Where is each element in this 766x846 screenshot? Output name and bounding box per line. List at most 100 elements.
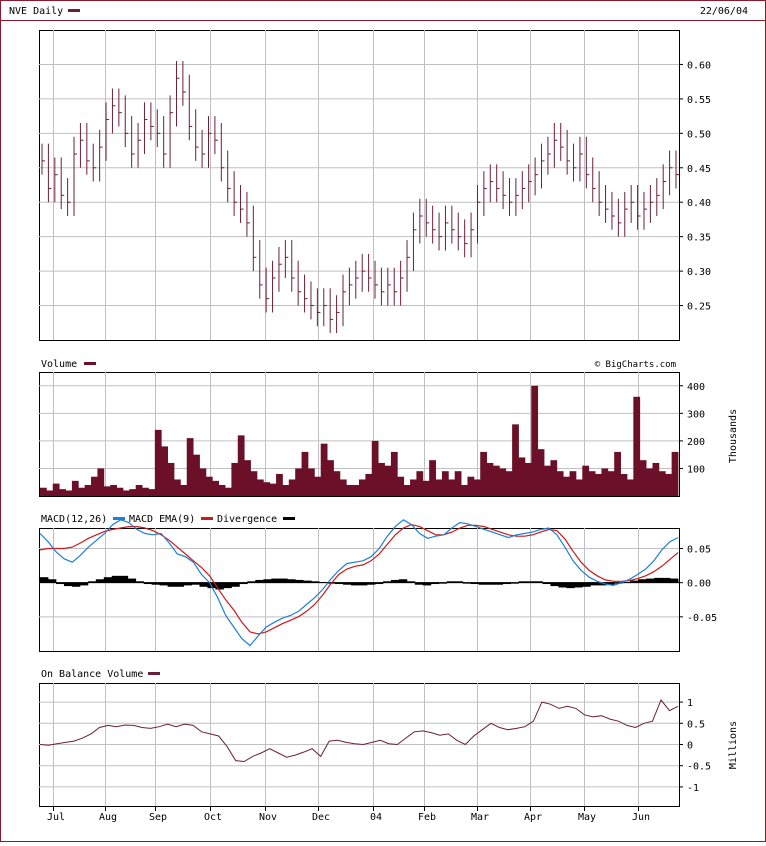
divergence-bar-41: [366, 582, 376, 585]
divergence-bar-46: [406, 581, 416, 583]
divergence-bar-23: [223, 582, 232, 589]
volume-bar-44: [320, 443, 328, 496]
chart-title: NVE Daily: [9, 6, 63, 17]
divergence-bar-24: [231, 582, 240, 587]
volume-bar-9: [97, 468, 105, 496]
x-tick-label-10: May: [578, 812, 596, 823]
volume-bar-75: [518, 457, 526, 496]
price-ytick-label-1: 0.55: [687, 95, 711, 106]
macd-legend-swatch: [113, 517, 125, 520]
volume-bar-69: [480, 451, 487, 496]
volume-bar-33: [250, 471, 258, 496]
volume-bar-19: [161, 446, 168, 496]
divergence-bar-4: [71, 582, 81, 587]
volume-bar-91: [620, 473, 628, 496]
volume-title: Volume: [41, 359, 77, 370]
divergence-bar-13: [143, 582, 153, 585]
volume-ytick-label-2: 200: [687, 437, 705, 448]
divergence-bar-16: [167, 582, 176, 587]
divergence-bar-75: [638, 579, 647, 583]
volume-bar-0: [40, 487, 47, 496]
volume-bar-63: [441, 471, 449, 496]
volume-bar-51: [365, 473, 373, 496]
divergence-bar-62: [534, 581, 543, 583]
divergence-bar-55: [478, 582, 487, 585]
volume-bar-4: [65, 490, 73, 496]
macd-ytick-label-2: -0.05: [687, 613, 717, 624]
volume-bar-73: [505, 471, 513, 496]
volume-bar-56: [397, 476, 405, 496]
price-ytick-label-0: 0.60: [687, 60, 711, 71]
volume-bar-3: [59, 489, 66, 496]
volume-bar-72: [499, 468, 507, 496]
divergence-bar-27: [255, 579, 264, 583]
volume-bar-28: [218, 484, 226, 496]
divergence-legend-swatch: [283, 517, 295, 520]
price-ytick-label-6: 0.30: [687, 267, 711, 278]
volume-bar-17: [148, 489, 156, 496]
divergence-bar-54: [470, 582, 480, 585]
volume-bar-62: [435, 479, 443, 496]
macd-title: MACD(12,26): [41, 514, 107, 525]
volume-bar-40: [295, 468, 302, 496]
volume-bar-15: [135, 484, 143, 496]
x-tick-label-9: Apr: [524, 812, 542, 823]
obv-panel: On Balance Volume Millions 1 0.5 0 -0.5 -1: [39, 669, 739, 807]
macd-plot: 0.05 0.00 -0.05: [39, 519, 717, 652]
divergence-bar-26: [247, 581, 256, 583]
volume-bar-52: [371, 440, 379, 496]
volume-bar-29: [225, 487, 232, 496]
title-legend-swatch: [68, 9, 80, 12]
obv-ytick-label-0: 1: [687, 698, 693, 709]
volume-bar-22: [180, 484, 188, 496]
divergence-bar-48: [422, 582, 432, 586]
divergence-bar-34: [311, 581, 320, 583]
volume-ytick-label-0: 400: [687, 382, 705, 393]
volume-bar-30: [231, 462, 239, 496]
divergence-bar-47: [414, 582, 424, 585]
price-panel: 0.60 0.55 0.50 0.45 0.40 0.35 0.30 0.25: [39, 30, 711, 341]
divergence-bar-32: [295, 579, 304, 583]
divergence-bar-67: [574, 582, 583, 588]
volume-bar-12: [116, 487, 124, 496]
volume-bar-90: [614, 451, 621, 496]
divergence-bar-64: [550, 582, 559, 587]
volume-bar-82: [563, 476, 570, 496]
volume-bar-18: [154, 429, 162, 496]
x-tick-label-11: Jun: [632, 812, 650, 823]
divergence-bar-74: [630, 580, 639, 583]
macd-line: [39, 519, 679, 647]
volume-bar-97: [658, 471, 666, 496]
volume-plot: 400 300 200 100: [39, 372, 705, 497]
divergence-bar-5: [79, 582, 89, 586]
x-tick-label-5: Dec: [312, 812, 330, 823]
volume-bar-79: [544, 465, 551, 496]
x-tick-label-3: Oct: [204, 812, 222, 823]
divergence-bar-51: [446, 581, 456, 583]
volume-bar-35: [263, 482, 271, 496]
volume-bar-24: [193, 454, 200, 496]
volume-bar-57: [403, 484, 411, 496]
divergence-bar-7: [95, 579, 105, 583]
volume-bar-25: [199, 468, 207, 496]
volume-bar-71: [492, 465, 500, 496]
bigcharts-credit: © BigCharts.com: [595, 360, 676, 370]
volume-bar-93: [633, 396, 641, 496]
volume-bar-6: [78, 487, 86, 496]
divergence-bar-43: [382, 581, 392, 583]
volume-bar-59: [416, 471, 424, 496]
divergence-bar-20: [199, 582, 208, 587]
volume-bar-85: [582, 465, 590, 496]
volume-bar-36: [269, 483, 277, 496]
volume-bar-7: [84, 484, 92, 496]
volume-bar-74: [512, 424, 519, 496]
volume-bar-86: [588, 471, 596, 496]
divergence-bar-79: [670, 578, 679, 583]
divergence-bar-17: [175, 582, 184, 587]
divergence-bar-60: [518, 581, 527, 583]
obv-line: [39, 699, 679, 763]
divergence-bar-71: [606, 582, 615, 585]
obv-ytick-label-1: 0.5: [687, 719, 705, 730]
